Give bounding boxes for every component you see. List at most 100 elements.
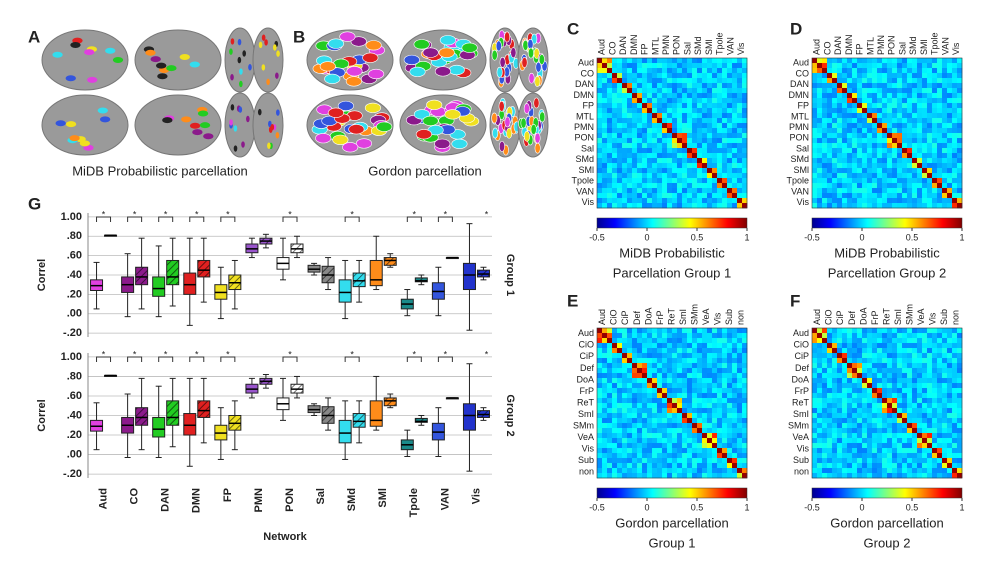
heatmap-cell: [642, 338, 648, 344]
heatmap-cell: [662, 343, 668, 349]
heatmap-cell: [707, 123, 713, 129]
heatmap-cell: [927, 158, 933, 164]
heatmap-cell: [837, 458, 843, 464]
heatmap-cell: [657, 148, 663, 154]
heatmap-cell: [672, 188, 678, 194]
heatmap-cell: [707, 168, 713, 174]
row-label: Def: [795, 363, 810, 373]
heatmap-cell: [847, 463, 853, 469]
heatmap-cell: [947, 398, 953, 404]
heatmap-cell: [827, 128, 833, 134]
panel-caption: Parcellation Group 2: [828, 265, 947, 280]
heatmap-cell: [707, 373, 713, 379]
heatmap-cell: [857, 413, 863, 419]
parcel: [520, 117, 527, 129]
heatmap-cell: [657, 408, 663, 414]
heatmap-cell: [902, 403, 908, 409]
heatmap-cell: [652, 413, 658, 419]
heatmap-cell: [662, 68, 668, 74]
heatmap-cell: [922, 58, 928, 64]
heatmap-cell: [722, 83, 728, 89]
significance-bracket: [406, 356, 422, 362]
heatmap-cell: [932, 443, 938, 449]
heatmap-cell: [607, 178, 613, 184]
heatmap-cell: [647, 433, 653, 439]
heatmap-cell: [827, 463, 833, 469]
significance-marker: *: [195, 349, 199, 359]
heatmap-cell: [727, 338, 733, 344]
heatmap-cell: [957, 343, 963, 349]
x-tick-label: Aud: [97, 488, 109, 509]
heatmap-cell: [702, 108, 708, 114]
heatmap-cell: [662, 373, 668, 379]
heatmap-cell: [927, 148, 933, 154]
heatmap-cell: [712, 78, 718, 84]
heatmap-cell: [712, 103, 718, 109]
heatmap-cell: [907, 88, 913, 94]
heatmap-cell: [827, 458, 833, 464]
panel-letter: D: [790, 19, 802, 38]
heatmap-cell: [627, 413, 633, 419]
heatmap-cell: [897, 448, 903, 454]
heatmap-cell: [642, 368, 648, 374]
heatmap-cell: [617, 88, 623, 94]
heatmap-cell: [847, 418, 853, 424]
heatmap-cell: [707, 418, 713, 424]
heatmap-cell: [607, 353, 613, 359]
colorbar: [811, 217, 963, 229]
heatmap-cell: [732, 133, 738, 139]
heatmap-cell: [717, 343, 723, 349]
heatmap-cell: [817, 448, 823, 454]
heatmap-cell: [912, 383, 918, 389]
heatmap-cell: [817, 153, 823, 159]
heatmap-cell: [917, 68, 923, 74]
heatmap-cell: [742, 453, 748, 459]
heatmap-cell: [722, 123, 728, 129]
heatmap-cell: [727, 153, 733, 159]
colorbar-tick-label: 0.5: [906, 232, 919, 242]
heatmap-cell: [922, 68, 928, 74]
heatmap-cell: [742, 428, 748, 434]
parcel: [261, 64, 266, 71]
column-label: Aud: [597, 39, 607, 55]
heatmap-cell: [827, 83, 833, 89]
heatmap-cell: [882, 443, 888, 449]
heatmap-cell: [672, 378, 678, 384]
heatmap-cell: [877, 153, 883, 159]
heatmap-cell: [712, 183, 718, 189]
significance-bracket: [127, 356, 143, 362]
heatmap-cell: [867, 433, 873, 439]
heatmap-cell: [842, 103, 848, 109]
heatmap-cell: [912, 343, 918, 349]
heatmap-cell: [597, 148, 603, 154]
heatmap-cell: [687, 88, 693, 94]
parcel: [261, 34, 266, 41]
heatmap-cell: [702, 93, 708, 99]
heatmap-cell: [712, 358, 718, 364]
heatmap-cell: [687, 198, 693, 204]
y-tick-label: .40: [67, 269, 82, 281]
heatmap-cell: [607, 473, 613, 479]
heatmap-cell: [702, 463, 708, 469]
heatmap-cell: [742, 463, 748, 469]
heatmap-cell: [647, 383, 653, 389]
heatmap-cell: [847, 403, 853, 409]
row-label: Sal: [581, 143, 594, 153]
heatmap-cell: [852, 148, 858, 154]
heatmap-cell: [902, 348, 908, 354]
heatmap-cell: [872, 388, 878, 394]
heatmap-cell: [612, 438, 618, 444]
heatmap-cell: [857, 158, 863, 164]
heatmap-cell: [682, 153, 688, 159]
heatmap-cell: [652, 113, 658, 119]
heatmap-cell: [957, 188, 963, 194]
heatmap-cell: [672, 118, 678, 124]
box: [166, 259, 180, 286]
heatmap-cell: [857, 463, 863, 469]
heatmap-cell: [912, 68, 918, 74]
heatmap-cell: [872, 443, 878, 449]
heatmap-cell: [867, 443, 873, 449]
heatmap-cell: [922, 103, 928, 109]
heatmap-cell: [912, 328, 918, 334]
heatmap-cell: [842, 98, 848, 104]
